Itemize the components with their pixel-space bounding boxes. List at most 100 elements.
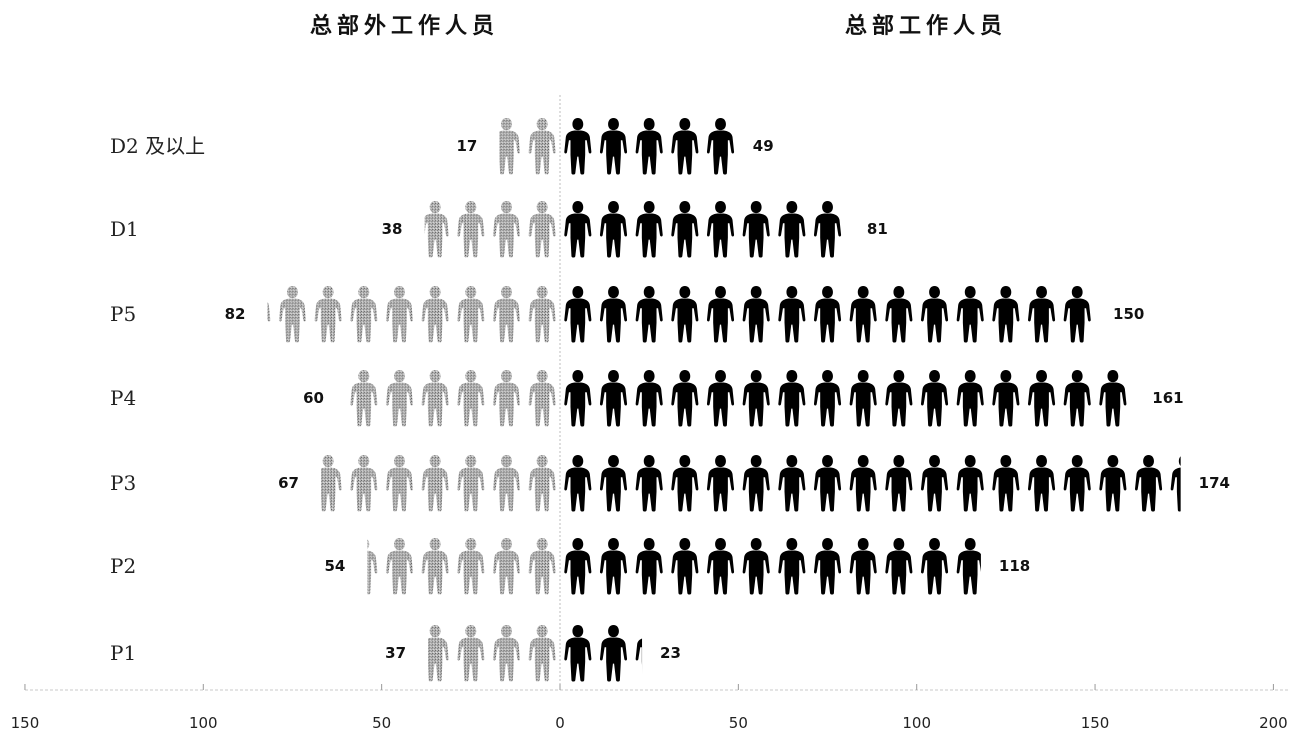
x-tick-label: 150 (1081, 714, 1110, 732)
person-shape (499, 117, 521, 175)
person-shape (528, 624, 556, 682)
category-label: D1 (110, 217, 139, 241)
person-icon-right (671, 200, 699, 258)
person-shape (528, 454, 556, 512)
person-shape (742, 537, 770, 595)
person-shape (706, 537, 735, 595)
person-icon-right (813, 454, 842, 512)
person-icon-left (492, 369, 521, 427)
person-shape (492, 285, 521, 343)
person-shape (956, 454, 984, 512)
person-icon-left (457, 285, 485, 343)
person-icon-left (499, 117, 521, 175)
person-icon-right (706, 537, 735, 595)
person-icon-right (671, 117, 699, 175)
person-shape (956, 285, 984, 343)
person-icon-right (992, 454, 1020, 512)
person-icon-right (778, 285, 806, 343)
person-shape (385, 369, 414, 427)
person-shape (564, 285, 592, 343)
person-icon-left (421, 454, 449, 512)
person-icon-left (428, 624, 449, 682)
person-icon-right (564, 537, 592, 595)
person-shape (671, 454, 699, 512)
person-icon-left (528, 454, 556, 512)
person-icon-right (671, 454, 699, 512)
person-shape (671, 285, 699, 343)
left-panel-title: 总部外工作人员 (310, 14, 500, 39)
person-icon-right (849, 369, 877, 427)
person-shape (813, 285, 842, 343)
person-shape (564, 537, 592, 595)
person-shape (457, 624, 485, 682)
person-shape (1135, 454, 1163, 512)
person-icon-right (778, 200, 806, 258)
person-shape (599, 537, 628, 595)
person-shape (635, 537, 663, 595)
category-label: P2 (110, 554, 136, 578)
person-icon-right (920, 454, 949, 512)
person-shape (314, 285, 342, 343)
person-icon-right (1063, 285, 1091, 343)
person-icon-left (528, 117, 556, 175)
left-value-label: 37 (385, 644, 406, 662)
person-shape (457, 369, 485, 427)
person-icon-right (635, 200, 663, 258)
person-shape (564, 369, 592, 427)
person-icon-right (635, 537, 663, 595)
person-icon-left (492, 285, 521, 343)
person-shape (385, 285, 414, 343)
person-icon-right (1028, 285, 1056, 343)
person-shape (599, 454, 628, 512)
person-shape (885, 369, 913, 427)
person-shape (992, 285, 1020, 343)
person-shape (849, 537, 877, 595)
left-value-label: 38 (382, 220, 403, 238)
person-shape (492, 537, 521, 595)
category-label: P4 (110, 386, 136, 410)
person-shape (564, 624, 592, 682)
person-icon-left (457, 454, 485, 512)
person-shape (742, 200, 770, 258)
person-icon-right (778, 369, 806, 427)
person-icon-left (492, 200, 521, 258)
person-icon-left (421, 369, 449, 427)
person-icon-right (635, 117, 663, 175)
person-shape (635, 200, 663, 258)
person-shape (956, 537, 981, 595)
category-label: P5 (110, 302, 136, 326)
person-icon-right (849, 537, 877, 595)
person-icon-left (528, 369, 556, 427)
person-icon-left (314, 285, 342, 343)
person-shape (564, 454, 592, 512)
x-tick-label: 0 (555, 714, 565, 732)
person-icon-right (706, 200, 735, 258)
person-shape (1063, 285, 1091, 343)
person-icon-right (778, 537, 806, 595)
person-icon-left (385, 369, 414, 427)
person-icon-right (706, 117, 735, 175)
category-label: D2 及以上 (110, 134, 205, 158)
person-shape (885, 537, 913, 595)
person-icon-right (920, 369, 949, 427)
person-shape (635, 285, 663, 343)
left-value-label: 67 (278, 474, 299, 492)
person-icon-left (492, 624, 521, 682)
person-icon-left (457, 624, 485, 682)
person-shape (778, 200, 806, 258)
person-icon-right (885, 369, 913, 427)
person-icon-right (1028, 454, 1056, 512)
person-shape (350, 369, 378, 427)
person-icon-right (778, 454, 806, 512)
left-value-label: 17 (456, 137, 477, 155)
person-icon-right (1099, 369, 1127, 427)
person-shape (671, 200, 699, 258)
person-shape (350, 285, 378, 343)
person-shape (885, 285, 913, 343)
person-shape (528, 200, 556, 258)
person-icon-right (742, 454, 770, 512)
person-shape (599, 624, 628, 682)
person-icon-left (492, 454, 521, 512)
person-icon-right (564, 117, 592, 175)
person-shape (421, 537, 449, 595)
